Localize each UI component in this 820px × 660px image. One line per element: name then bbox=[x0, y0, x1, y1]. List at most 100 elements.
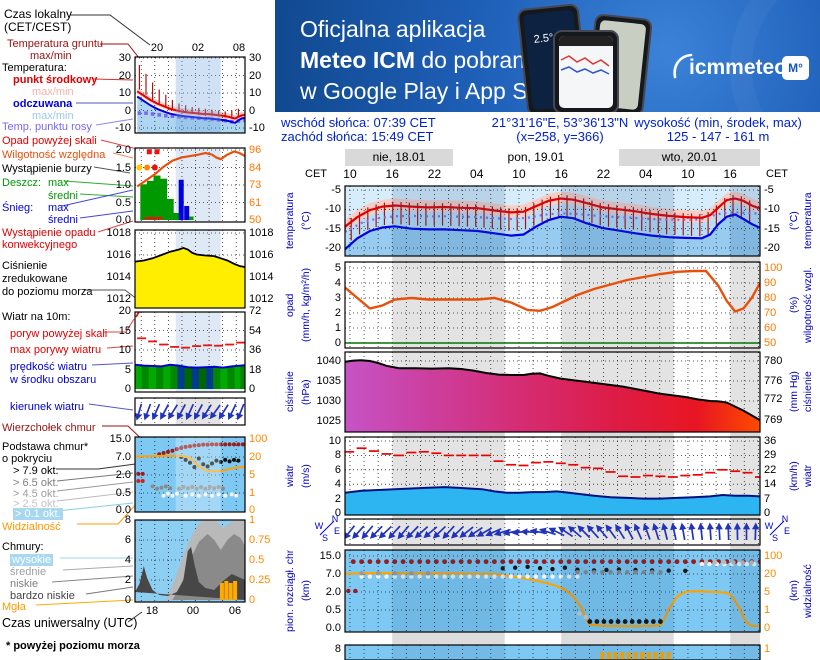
legend-connector-line bbox=[92, 78, 134, 81]
wind-arrow-icon bbox=[209, 404, 221, 420]
banner-line3: w Google Play i App Store bbox=[300, 78, 568, 104]
chart-row-lprecip bbox=[135, 148, 245, 222]
logo-text: icmmeteo bbox=[689, 56, 788, 79]
legend-connector-line bbox=[77, 499, 141, 525]
chart-row-chmury-widzialnosc bbox=[345, 550, 760, 632]
wind-arrow-icon bbox=[397, 525, 410, 540]
chart-row-wiatr bbox=[345, 437, 760, 515]
legend-connector-line bbox=[106, 345, 134, 349]
wind-arrow-icon bbox=[567, 525, 582, 538]
wind-arrow-icon bbox=[595, 524, 608, 539]
phone-temp-label: 2.5° bbox=[533, 31, 555, 46]
legend-connector-line bbox=[127, 611, 143, 623]
wind-arrow-icon bbox=[151, 403, 161, 421]
svg-text:E: E bbox=[784, 526, 790, 536]
cet-label-left: CET bbox=[305, 168, 327, 180]
legend-connector-line bbox=[97, 220, 134, 233]
wind-arrow-icon bbox=[679, 522, 687, 541]
wind-arrow-icon bbox=[697, 522, 705, 541]
wind-arrow-icon bbox=[605, 524, 617, 539]
svg-text:W: W bbox=[765, 521, 774, 531]
legend-connector-line bbox=[112, 152, 134, 159]
banner-line2-bold: Meteo ICM bbox=[300, 47, 415, 73]
banner-decor-circle bbox=[730, 0, 820, 112]
wind-arrow-icon bbox=[442, 525, 455, 540]
legend-connector-line bbox=[63, 180, 134, 187]
app-promo-banner[interactable]: Oficjalna aplikacja Meteo ICM do pobrani… bbox=[275, 0, 820, 112]
legend-connector-line bbox=[84, 289, 143, 304]
chart-row-lclouds bbox=[135, 437, 245, 512]
legend-connector-line bbox=[93, 166, 131, 174]
wind-arrow-icon bbox=[432, 525, 447, 539]
wind-arrow-icon bbox=[670, 522, 678, 541]
wind-arrow-icon bbox=[194, 404, 204, 420]
wind-arrow-icon bbox=[624, 523, 634, 540]
legend-connector-line bbox=[61, 189, 134, 207]
wind-arrow-icon bbox=[467, 526, 483, 538]
chart-row-kierunek-wiatru bbox=[345, 519, 760, 545]
wind-arrow-icon bbox=[218, 404, 229, 420]
wind-arrow-icon bbox=[715, 522, 723, 541]
legend-connector-line bbox=[35, 599, 134, 606]
wind-arrow-icon bbox=[538, 527, 556, 536]
wind-arrow-icon bbox=[361, 525, 374, 540]
wind-arrow-icon bbox=[548, 527, 565, 537]
legend-connector-line bbox=[56, 461, 151, 470]
legend-connector-line bbox=[70, 14, 151, 46]
wind-arrow-icon bbox=[586, 524, 600, 539]
wind-arrow-icon bbox=[661, 522, 669, 540]
legend-connector-line bbox=[100, 139, 138, 150]
wind-arrow-icon bbox=[236, 403, 245, 421]
svg-text:S: S bbox=[322, 533, 328, 543]
sunset-label: zachód słońca: 15:49 CET bbox=[281, 129, 434, 144]
wind-arrow-icon bbox=[733, 522, 741, 541]
svg-text:N: N bbox=[782, 514, 789, 524]
wind-arrow-icon bbox=[168, 404, 179, 420]
wind-arrow-icon bbox=[724, 522, 732, 541]
cet-label-right: CET bbox=[766, 168, 788, 180]
wind-arrow-icon bbox=[688, 522, 696, 541]
wind-arrow-icon bbox=[642, 523, 651, 540]
wind-arrow-icon bbox=[388, 525, 401, 540]
wind-arrow-icon bbox=[227, 403, 237, 421]
wind-arrow-icon bbox=[652, 522, 660, 540]
wind-arrow-icon bbox=[706, 522, 714, 541]
legend-connector-line bbox=[88, 403, 134, 411]
chart-row-zachmurzenie bbox=[345, 645, 760, 660]
wind-arrow-icon bbox=[201, 404, 212, 420]
legend-connector-line bbox=[56, 491, 134, 502]
banner-line1: Oficjalna aplikacja bbox=[300, 16, 486, 42]
wind-arrow-icon bbox=[378, 525, 392, 539]
svg-text:W: W bbox=[315, 521, 324, 531]
phone-chart-icon bbox=[560, 55, 610, 75]
legend-connector-line bbox=[62, 565, 134, 571]
wind-arrow-icon bbox=[352, 525, 365, 540]
chart-row-lwdir bbox=[135, 398, 245, 425]
legend-connector-line bbox=[85, 586, 134, 595]
wind-arrow-icon bbox=[751, 522, 760, 541]
wind-arrow-icon bbox=[406, 525, 419, 539]
banner-line2: Meteo ICM do pobrania bbox=[300, 47, 543, 73]
legend-connector-line bbox=[56, 472, 134, 482]
logo-swoosh-icon bbox=[673, 53, 693, 79]
sunrise-label: wschód słońca: 07:39 CET bbox=[281, 115, 436, 130]
wind-arrow-icon bbox=[615, 523, 626, 540]
wind-arrow-icon bbox=[423, 526, 438, 539]
wind-arrow-icon bbox=[450, 525, 465, 539]
wind-arrow-icon bbox=[476, 527, 493, 537]
wind-arrow-icon bbox=[185, 403, 195, 421]
wind-arrow-icon bbox=[558, 526, 574, 538]
wind-arrow-icon bbox=[577, 525, 591, 539]
chart-row-lwind bbox=[135, 312, 245, 392]
wind-arrow-icon bbox=[143, 403, 152, 421]
wind-arrow-icon bbox=[459, 526, 474, 538]
chart-row-lpress bbox=[135, 230, 245, 308]
legend-connector-line bbox=[56, 502, 134, 512]
svg-text:S: S bbox=[772, 533, 778, 543]
wind-arrow-icon bbox=[414, 526, 429, 539]
legend-connector-line bbox=[91, 362, 134, 366]
chart-row-ltemp bbox=[135, 57, 245, 133]
